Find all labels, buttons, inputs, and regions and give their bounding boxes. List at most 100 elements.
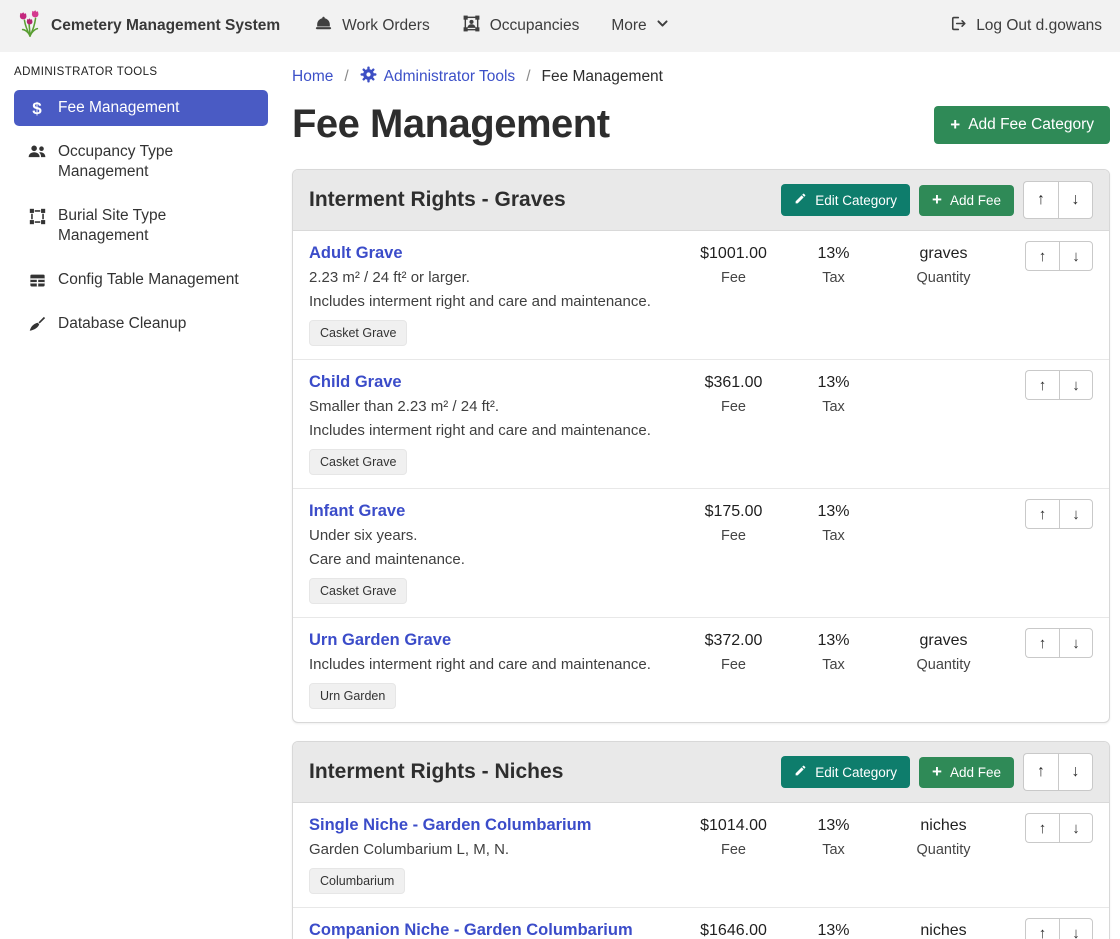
sidebar-item-fee-management[interactable]: $ Fee Management: [14, 90, 268, 126]
fee-reorder-buttons: ↑ ↓: [1025, 370, 1093, 400]
fee-amount-column: $1646.00 Fee: [676, 918, 791, 939]
breadcrumb-home-link[interactable]: Home: [292, 68, 333, 86]
move-category-up-button[interactable]: ↑: [1023, 181, 1058, 219]
pencil-icon: [794, 764, 807, 780]
category-reorder-buttons: ↑ ↓: [1023, 753, 1093, 791]
fee-name-link[interactable]: Adult Grave: [309, 241, 403, 266]
sidebar-item-config-table-management[interactable]: Config Table Management: [14, 262, 268, 298]
move-fee-down-button[interactable]: ↓: [1059, 241, 1093, 271]
add-fee-category-button[interactable]: + Add Fee Category: [934, 106, 1110, 144]
breadcrumb: Home / Administrat: [292, 66, 1110, 88]
fee-category-card: Interment Rights - Graves Edit Category …: [292, 169, 1110, 723]
fee-row: Single Niche - Garden Columbarium Garden…: [293, 803, 1109, 908]
move-fee-up-button[interactable]: ↑: [1025, 918, 1059, 939]
move-fee-up-button[interactable]: ↑: [1025, 370, 1059, 400]
nav-work-orders[interactable]: Work Orders: [314, 14, 430, 38]
quantity-column-empty: [876, 499, 1011, 604]
fee-description: Includes interment right and care and ma…: [309, 419, 676, 443]
quantity-column: niches Quantity: [876, 813, 1011, 894]
quantity-value: graves: [919, 241, 967, 266]
logout-link[interactable]: Log Out d.gowans: [948, 14, 1102, 38]
edit-category-button[interactable]: Edit Category: [781, 184, 910, 216]
add-fee-button[interactable]: + Add Fee: [919, 185, 1014, 216]
chevron-down-icon: [656, 17, 669, 35]
sidebar-item-label: Occupancy Type Management: [58, 142, 256, 182]
move-fee-down-button[interactable]: ↓: [1059, 813, 1093, 843]
fee-amount: $361.00: [705, 370, 763, 395]
plus-icon: +: [932, 765, 942, 779]
move-fee-down-button[interactable]: ↓: [1059, 628, 1093, 658]
up-arrow-icon: ↑: [1039, 925, 1047, 939]
category-title: Interment Rights - Graves: [309, 188, 566, 212]
fee-amount-column: $1001.00 Fee: [676, 241, 791, 346]
fee-name-link[interactable]: Single Niche - Garden Columbarium: [309, 813, 591, 838]
sidebar-item-occupancy-type-management[interactable]: Occupancy Type Management: [14, 134, 268, 190]
fee-amount-label: Fee: [721, 395, 746, 419]
fee-category-card: Interment Rights - Niches Edit Category …: [292, 741, 1110, 939]
edit-category-button[interactable]: Edit Category: [781, 756, 910, 788]
fee-description: Under six years.: [309, 524, 676, 548]
fee-name-link[interactable]: Companion Niche - Garden Columbarium: [309, 918, 633, 939]
fee-description: Includes interment right and care and ma…: [309, 653, 676, 677]
add-fee-label: Add Fee: [950, 193, 1001, 208]
nav-more-dropdown[interactable]: More: [611, 17, 668, 35]
brand-link[interactable]: Cemetery Management System: [18, 10, 280, 43]
add-fee-label: Add Fee: [950, 765, 1001, 780]
tax-value: 13%: [817, 499, 849, 524]
fee-amount: $175.00: [705, 499, 763, 524]
sidebar-item-label: Config Table Management: [58, 270, 239, 290]
pencil-icon: [794, 192, 807, 208]
move-fee-down-button[interactable]: ↓: [1059, 499, 1093, 529]
sidebar-item-burial-site-type-management[interactable]: Burial Site Type Management: [14, 198, 268, 254]
move-fee-up-button[interactable]: ↑: [1025, 813, 1059, 843]
add-fee-button[interactable]: + Add Fee: [919, 757, 1014, 788]
fee-name-link[interactable]: Urn Garden Grave: [309, 628, 451, 653]
plus-icon: +: [932, 193, 942, 207]
fee-name-link[interactable]: Child Grave: [309, 370, 402, 395]
fee-reorder-buttons: ↑ ↓: [1025, 499, 1093, 529]
sidebar-heading: ADMINISTRATOR TOOLS: [14, 66, 268, 78]
fee-amount-column: $1014.00 Fee: [676, 813, 791, 894]
nav-work-orders-label: Work Orders: [342, 17, 430, 35]
tax-value: 13%: [817, 918, 849, 939]
move-fee-down-button[interactable]: ↓: [1059, 918, 1093, 939]
move-category-down-button[interactable]: ↓: [1058, 753, 1093, 791]
tax-value: 13%: [817, 628, 849, 653]
main-content: Home / Administrat: [280, 52, 1120, 939]
move-fee-down-button[interactable]: ↓: [1059, 370, 1093, 400]
tax-column: 13% Tax: [791, 813, 876, 894]
up-arrow-icon: ↑: [1037, 191, 1045, 209]
nav-occupancies[interactable]: Occupancies: [462, 14, 580, 38]
add-fee-category-label: Add Fee Category: [968, 116, 1094, 134]
tax-column: 13% Tax: [791, 628, 876, 709]
breadcrumb-home-label: Home: [292, 68, 333, 86]
fee-name-link[interactable]: Infant Grave: [309, 499, 405, 524]
down-arrow-icon: ↓: [1072, 248, 1080, 265]
down-arrow-icon: ↓: [1072, 763, 1080, 781]
fee-row: Companion Niche - Garden Columbarium Gar…: [293, 908, 1109, 939]
fee-amount-label: Fee: [721, 653, 746, 677]
move-category-up-button[interactable]: ↑: [1023, 753, 1058, 791]
move-fee-up-button[interactable]: ↑: [1025, 628, 1059, 658]
fee-amount: $1646.00: [700, 918, 767, 939]
sidebar-item-label: Database Cleanup: [58, 314, 186, 334]
plus-icon: +: [950, 118, 960, 132]
breadcrumb-separator: /: [526, 68, 530, 86]
users-icon: [26, 143, 48, 161]
up-arrow-icon: ↑: [1037, 763, 1045, 781]
breadcrumb-admin-tools-link[interactable]: Administrator Tools: [360, 66, 516, 88]
move-category-down-button[interactable]: ↓: [1058, 181, 1093, 219]
fee-description: Includes interment right and care and ma…: [309, 290, 676, 314]
tax-value: 13%: [817, 813, 849, 838]
dollar-icon: $: [26, 99, 48, 118]
fee-type-badge: Casket Grave: [309, 578, 407, 604]
fee-description: Garden Columbarium L, M, N.: [309, 838, 676, 862]
vector-square-icon: [26, 207, 48, 226]
move-fee-up-button[interactable]: ↑: [1025, 499, 1059, 529]
sidebar-item-database-cleanup[interactable]: Database Cleanup: [14, 306, 268, 342]
up-arrow-icon: ↑: [1039, 248, 1047, 265]
quantity-label: Quantity: [917, 838, 971, 862]
category-title: Interment Rights - Niches: [309, 760, 563, 784]
quantity-value: niches: [920, 918, 966, 939]
move-fee-up-button[interactable]: ↑: [1025, 241, 1059, 271]
